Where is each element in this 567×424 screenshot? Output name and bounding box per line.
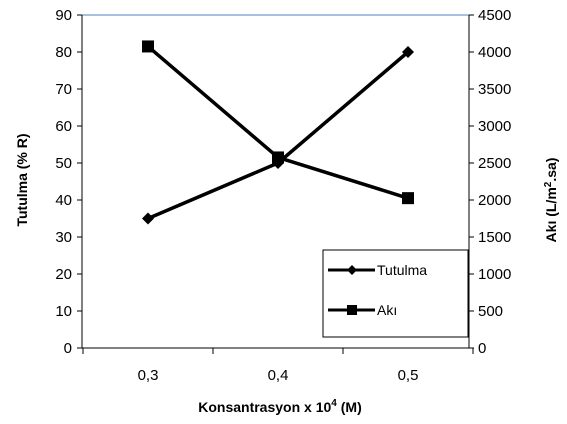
data-point-aki: [272, 151, 284, 164]
legend-label-tutulma: Tutulma: [377, 262, 427, 278]
y-tick-label-left: 0: [64, 340, 72, 357]
y-axis-title-right-main: Akı (L/m: [543, 187, 559, 242]
y-tick-label-right: 500: [478, 303, 503, 320]
x-axis-title-sup: 4: [331, 398, 337, 409]
y-tick-label-right: 1000: [478, 266, 511, 283]
x-tick-label: 0,4: [268, 367, 289, 384]
series-layer: [142, 40, 414, 225]
y-tick-label-left: 90: [55, 7, 72, 24]
y-axis-title-right-sup: 2: [543, 181, 554, 187]
series-line-aki: [146, 45, 409, 200]
y-tick-label-right: 0: [478, 340, 486, 357]
legend-marker-diamond-icon: [347, 265, 357, 275]
plot-frame: [77, 14, 474, 354]
y-axis-title-left: Tutulma (% R): [14, 133, 30, 226]
y-axis-title-right-tail: .sa): [543, 158, 559, 182]
y-tick-label-right: 4500: [478, 7, 511, 24]
legend-marker-square-icon: [347, 305, 357, 315]
y-tick-label-right: 3500: [478, 81, 511, 98]
legend-label-aki: Akı: [377, 302, 397, 318]
tick-labels: 0 10 20 30 40 50 60 70 80 90 0 500 1000 1500 2000 2500 3…: [55, 7, 511, 384]
y-tick-label-right: 2500: [478, 155, 511, 172]
x-axis-title: Konsantrasyon x 104 (M): [198, 398, 362, 415]
data-point-tutulma: [402, 46, 414, 58]
x-axis-title-tail: (M): [337, 399, 362, 415]
data-point-aki: [142, 40, 154, 53]
x-tick-label: 0,3: [138, 367, 159, 384]
legend: Tutulma Akı: [322, 249, 469, 338]
y-tick-label-right: 4000: [478, 44, 511, 61]
legend-box: [322, 249, 469, 338]
y-tick-label-left: 40: [55, 192, 72, 209]
y-tick-label-left: 60: [55, 118, 72, 135]
x-tick-label: 0,5: [398, 367, 419, 384]
data-point-aki: [402, 192, 414, 205]
y-tick-label-left: 10: [55, 303, 72, 320]
y-tick-label-left: 50: [55, 155, 72, 172]
y-tick-label-right: 1500: [478, 229, 511, 246]
y-tick-label-right: 3000: [478, 118, 511, 135]
series-line-tutulma: [147, 50, 410, 221]
data-point-tutulma: [142, 212, 154, 225]
y-tick-label-left: 20: [55, 266, 72, 283]
y-tick-label-left: 70: [55, 81, 72, 98]
y-tick-label-left: 80: [55, 44, 72, 61]
x-axis-title-main: Konsantrasyon x 10: [198, 399, 331, 415]
y-tick-label-right: 2000: [478, 192, 511, 209]
y-axis-title-right: Akı (L/m2.sa): [543, 158, 559, 243]
y-tick-label-left: 30: [55, 229, 72, 246]
